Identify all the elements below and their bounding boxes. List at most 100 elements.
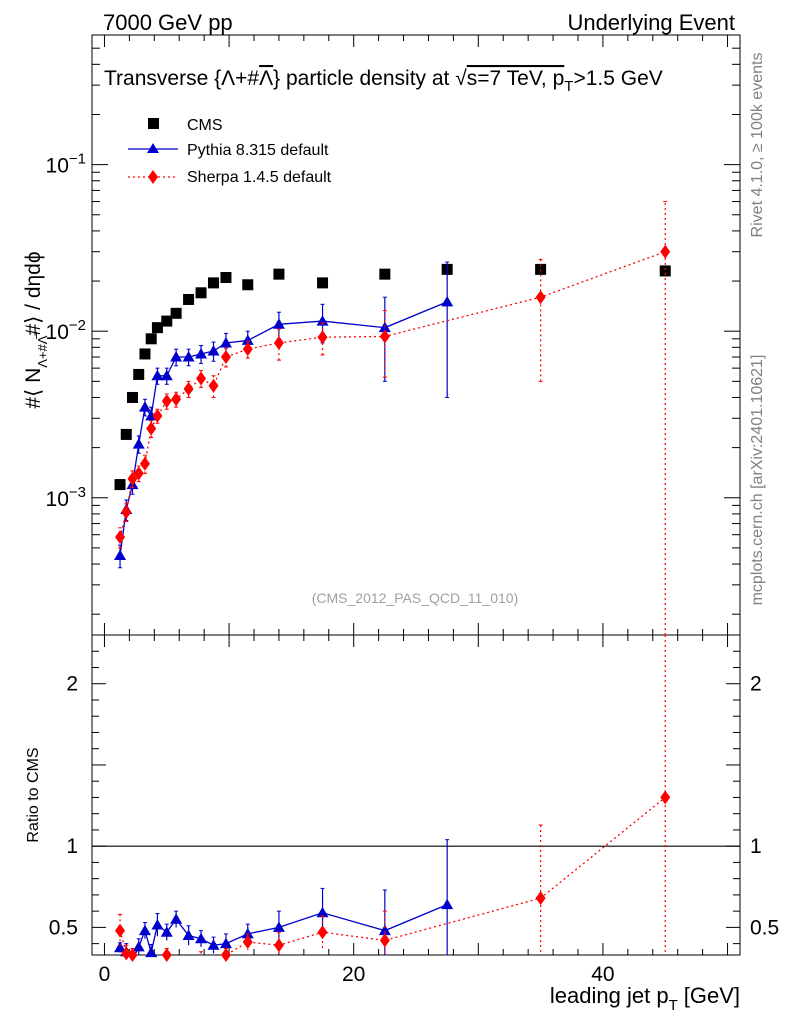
data-point — [182, 350, 195, 362]
data-point — [208, 378, 219, 393]
ratio-point — [170, 913, 183, 924]
ratio-y-axis-label: Ratio to CMS — [25, 747, 42, 842]
data-point — [160, 369, 173, 381]
data-point — [146, 421, 157, 436]
main-plot-data — [114, 201, 671, 635]
data-point — [196, 371, 207, 386]
data-point — [127, 391, 138, 403]
legend: CMS Pythia 8.315 default Sherpa 1.4.5 de… — [128, 117, 332, 186]
ratio-point — [145, 946, 158, 958]
ratio-tick-label-right: 0.5 — [750, 916, 779, 939]
data-point — [161, 315, 173, 327]
ratio-point — [379, 933, 390, 948]
data-point — [220, 349, 231, 364]
data-point — [151, 322, 163, 334]
legend-label-sherpa: Sherpa 1.4.5 default — [187, 169, 332, 186]
ratio-point — [207, 939, 220, 950]
ratio-point — [138, 924, 151, 936]
ratio-point — [317, 925, 328, 940]
data-point — [242, 279, 254, 291]
data-point — [317, 277, 329, 289]
data-point — [151, 369, 164, 381]
ratio-point — [151, 918, 164, 930]
ratio-tick-label-right: 2 — [750, 673, 762, 696]
y-axis-label: #⟨ NΛ+#Λ̅#⟩ / dηdϕ — [22, 251, 50, 408]
data-point — [316, 315, 329, 326]
data-point — [170, 307, 182, 319]
ratio-point — [660, 790, 671, 805]
rivet-label: Rivet 4.1.0, ≥ 100k events — [749, 53, 766, 238]
ratio-point — [114, 941, 127, 953]
data-point — [317, 330, 328, 345]
ratio-tick-label: 1 — [66, 835, 78, 858]
data-point — [145, 333, 157, 345]
data-point — [273, 335, 284, 350]
data-point — [195, 287, 207, 299]
data-point — [183, 293, 195, 305]
axis-ticks — [92, 35, 740, 955]
mcplots-label: mcplots.cern.ch [arXiv:2401.10621] — [749, 355, 766, 606]
data-point — [207, 345, 220, 356]
ratio-point — [378, 924, 391, 936]
legend-marker-pythia — [147, 143, 159, 153]
energy-label: 7000 GeV pp — [103, 10, 233, 35]
tick-labels: 0 20 40 10−3 10−2 10−1 0.5 0.5 1 1 2 2 — [46, 151, 780, 986]
ratio-point — [441, 898, 454, 910]
data-point — [139, 456, 150, 471]
legend-marker-sherpa — [148, 170, 158, 184]
x-tick-label: 20 — [342, 963, 365, 986]
ratio-plot-frame — [91, 634, 741, 956]
data-point — [133, 466, 144, 481]
y-tick-label: 10−1 — [46, 151, 86, 178]
legend-label-pythia: Pythia 8.315 default — [187, 142, 329, 159]
data-point — [120, 428, 132, 440]
ratio-point — [535, 891, 546, 906]
data-point — [659, 265, 671, 277]
data-point — [379, 329, 390, 344]
ratio-point — [182, 929, 195, 941]
data-point — [171, 392, 182, 407]
data-point — [379, 268, 391, 280]
data-point — [133, 368, 145, 380]
data-point — [208, 277, 219, 289]
data-point — [132, 438, 145, 449]
data-point — [242, 342, 253, 357]
x-tick-label: 40 — [591, 963, 614, 986]
x-axis-label: leading jet pT [GeV] — [550, 983, 740, 1014]
data-point — [219, 336, 232, 348]
ratio-point — [220, 948, 231, 962]
ratio-point — [160, 926, 173, 937]
series-line-1 — [119, 301, 448, 556]
chart-title: Transverse {Λ+#Λ} particle density at √s… — [104, 67, 663, 95]
ratio-plot-data — [114, 635, 671, 962]
x-tick-label: 0 — [99, 963, 111, 986]
data-point — [121, 505, 132, 520]
ratio-point — [127, 948, 138, 962]
ratio-point — [242, 935, 253, 950]
data-point — [220, 272, 232, 284]
data-point — [195, 347, 208, 359]
data-point — [273, 268, 285, 280]
ratio-point — [195, 932, 208, 944]
data-point — [170, 350, 183, 362]
data-point — [114, 549, 127, 561]
ratio-point — [316, 906, 329, 918]
ratio-point — [241, 927, 254, 939]
data-point — [183, 381, 194, 396]
ratio-tick-label-right: 1 — [750, 835, 762, 858]
data-point — [535, 290, 546, 305]
data-point — [161, 394, 172, 409]
ratio-point — [273, 938, 284, 953]
ratio-point — [272, 921, 285, 932]
process-label: Underlying Event — [567, 10, 735, 35]
data-point — [660, 244, 671, 259]
ratio-point — [121, 946, 132, 961]
ratio-tick-label: 2 — [66, 673, 78, 696]
ratio-point — [219, 937, 232, 949]
data-point — [138, 401, 151, 412]
ratio-point — [132, 940, 145, 952]
ratio-point — [115, 923, 126, 938]
y-tick-label: 10−3 — [46, 484, 86, 511]
